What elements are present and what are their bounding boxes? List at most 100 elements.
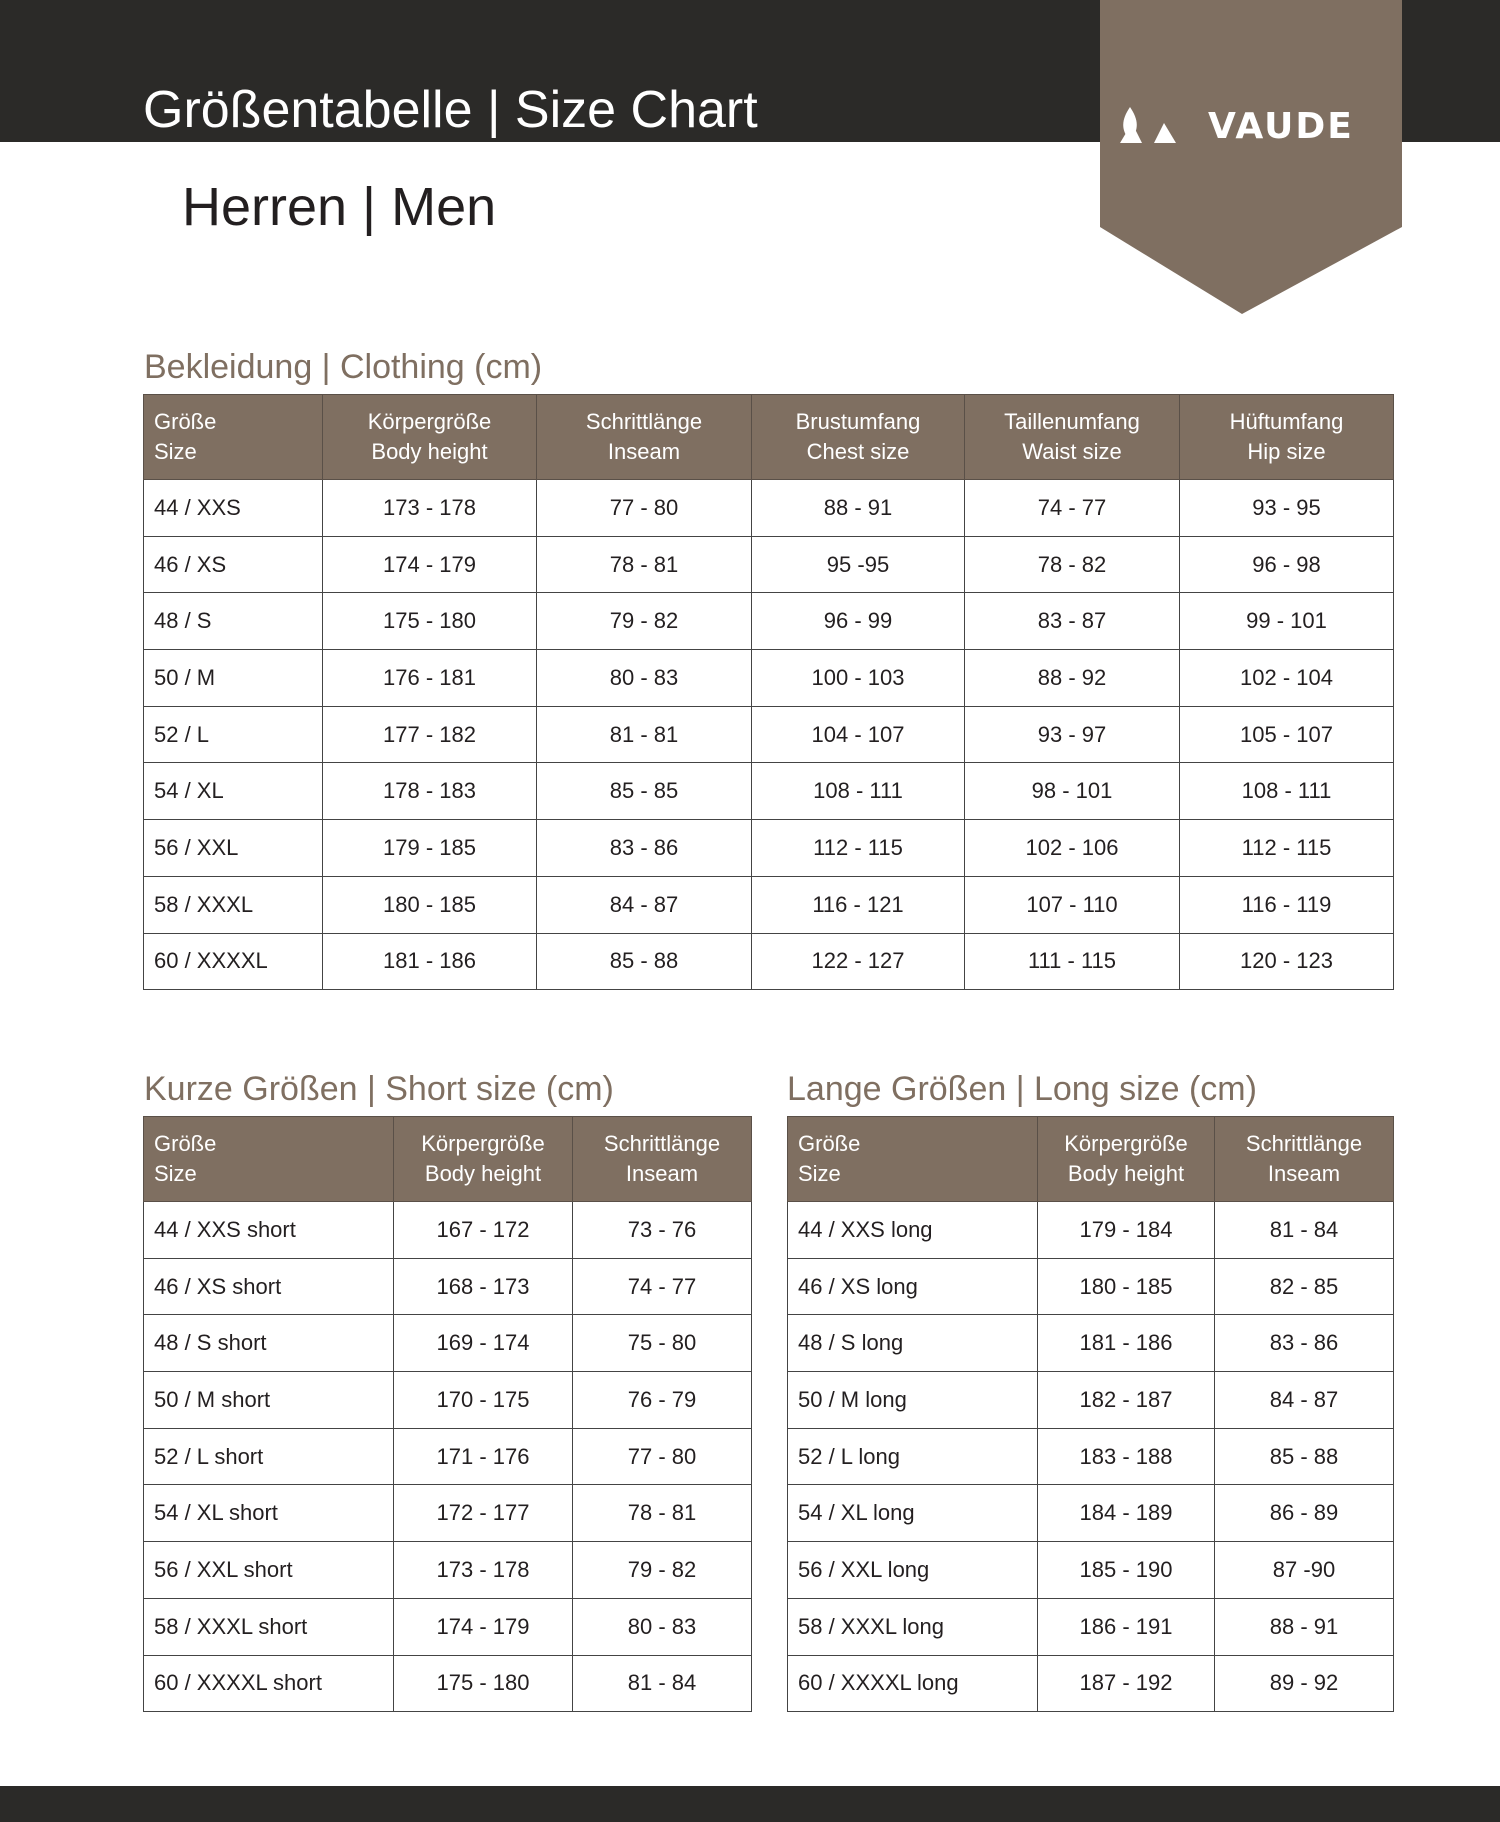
value-cell: 112 - 115 [1179,819,1394,877]
size-cell: 44 / XXS short [143,1201,394,1259]
table-row: 46 / XS long 180 - 185 82 - 85 [787,1257,1394,1316]
table-row: 50 / M long 182 - 187 84 - 87 [787,1371,1394,1429]
header-label-en: Body height [371,439,488,464]
value-cell: 174 - 179 [393,1597,573,1656]
size-cell: 60 / XXXXL long [787,1654,1038,1713]
value-cell: 81 - 84 [1214,1201,1394,1259]
value-cell: 83 - 87 [964,592,1180,651]
value-cell: 116 - 119 [1179,875,1394,934]
size-cell: 54 / XL short [143,1484,394,1543]
column-header: Größe Size [143,394,323,480]
header-label-en: Inseam [1267,1161,1341,1186]
size-cell: 56 / XXL long [787,1541,1038,1599]
header-label-de: Schrittlänge [585,409,703,434]
value-cell: 75 - 80 [572,1314,752,1373]
value-cell: 108 - 111 [1179,762,1394,821]
header-label-en: Size [154,439,197,464]
value-cell: 172 - 177 [393,1484,573,1543]
value-cell: 88 - 91 [751,479,965,537]
value-cell: 74 - 77 [572,1257,752,1316]
table-row: 54 / XL 178 - 183 85 - 85 108 - 111 98 - 101… [143,762,1394,821]
value-cell: 184 - 189 [1037,1484,1215,1543]
value-cell: 173 - 178 [322,479,537,537]
value-cell: 96 - 99 [751,592,965,651]
vaude-logo-icon [1120,107,1176,143]
value-cell: 102 - 104 [1179,649,1394,707]
header-label-de: Körpergröße [1064,1131,1188,1156]
table-row: 46 / XS short 168 - 173 74 - 77 [143,1257,752,1316]
table-row: 60 / XXXXL long 187 - 192 89 - 92 [787,1654,1394,1713]
vaude-logo-banner: VAUDE [1100,0,1402,314]
table-row: 56 / XXL long 185 - 190 87 -90 [787,1541,1394,1599]
column-header: Schrittlänge Inseam [572,1116,752,1202]
size-cell: 48 / S short [143,1314,394,1373]
table-row: 58 / XXXL 180 - 185 84 - 87 116 - 121 107 - … [143,875,1394,934]
header-label-en: Size [154,1161,197,1186]
clothing-section-title: Bekleidung | Clothing (cm) [144,348,543,386]
header-label-de: Größe [154,409,217,434]
header-label-de: Taillenumfang [1004,409,1140,434]
value-cell: 85 - 88 [1214,1427,1394,1486]
value-cell: 177 - 182 [322,705,537,764]
vaude-logo-text: VAUDE [1208,106,1354,147]
value-cell: 89 - 92 [1214,1654,1394,1713]
short-section-title: Kurze Größen | Short size (cm) [144,1070,614,1108]
value-cell: 78 - 82 [964,535,1180,594]
size-cell: 44 / XXS long [787,1201,1038,1259]
value-cell: 169 - 174 [393,1314,573,1373]
table-row: 44 / XXS 173 - 178 77 - 80 88 - 91 74 - 77 93… [143,479,1394,537]
footer-band [0,1786,1500,1822]
header-row: Größe Size Körpergröße Body height Schrittlä… [143,1116,752,1202]
value-cell: 179 - 185 [322,819,537,877]
header-label-en: Hip size [1247,439,1326,464]
value-cell: 88 - 92 [964,649,1180,707]
value-cell: 116 - 121 [751,875,965,934]
value-cell: 176 - 181 [322,649,537,707]
size-cell: 56 / XXL short [143,1541,394,1599]
header-label-de: Größe [154,1131,217,1156]
header-label-en: Inseam [625,1161,699,1186]
table-row: 52 / L 177 - 182 81 - 81 104 - 107 93 - 97 10… [143,705,1394,764]
value-cell: 174 - 179 [322,535,537,594]
size-cell: 50 / M long [787,1371,1038,1429]
value-cell: 78 - 81 [572,1484,752,1543]
table-row: 48 / S long 181 - 186 83 - 86 [787,1314,1394,1373]
column-header: Körpergröße Body height [1037,1116,1215,1202]
value-cell: 107 - 110 [964,875,1180,934]
value-cell: 86 - 89 [1214,1484,1394,1543]
size-cell: 60 / XXXXL [143,932,323,991]
value-cell: 187 - 192 [1037,1654,1215,1713]
value-cell: 77 - 80 [572,1427,752,1486]
header-label-en: Body height [424,1161,542,1186]
value-cell: 83 - 86 [1214,1314,1394,1373]
header-label-en: Inseam [607,439,681,464]
short-size-table: Größe Size Körpergröße Body height Schrittlä… [143,1116,752,1713]
header-label-de: Körpergröße [367,409,492,434]
column-header: Hüftumfang Hip size [1179,394,1394,480]
value-cell: 182 - 187 [1037,1371,1215,1429]
header-label-de: Brustumfang [795,409,921,434]
value-cell: 79 - 82 [572,1541,752,1599]
table-row: 58 / XXXL short 174 - 179 80 - 83 [143,1597,752,1656]
size-cell: 52 / L [143,705,323,764]
value-cell: 102 - 106 [964,819,1180,877]
value-cell: 105 - 107 [1179,705,1394,764]
value-cell: 95 -95 [751,535,965,594]
table-row: 48 / S 175 - 180 79 - 82 96 - 99 83 - 87 99 -… [143,592,1394,651]
value-cell: 186 - 191 [1037,1597,1215,1656]
value-cell: 168 - 173 [393,1257,573,1316]
value-cell: 181 - 186 [322,932,537,991]
value-cell: 78 - 81 [536,535,752,594]
value-cell: 179 - 184 [1037,1201,1215,1259]
header-label-de: Hüftumfang [1229,409,1344,434]
value-cell: 170 - 175 [393,1371,573,1429]
table-row: 60 / XXXXL 181 - 186 85 - 88 122 - 127 111 -… [143,932,1394,991]
size-cell: 56 / XXL [143,819,323,877]
size-cell: 46 / XS short [143,1257,394,1316]
header-label-en: Chest size [806,439,910,464]
size-cell: 58 / XXXL long [787,1597,1038,1656]
column-header: Schrittlänge Inseam [1214,1116,1394,1202]
value-cell: 87 -90 [1214,1541,1394,1599]
header-row: Größe Size Körpergröße Body height Schrittlä… [143,394,1394,480]
column-header: Größe Size [787,1116,1038,1202]
